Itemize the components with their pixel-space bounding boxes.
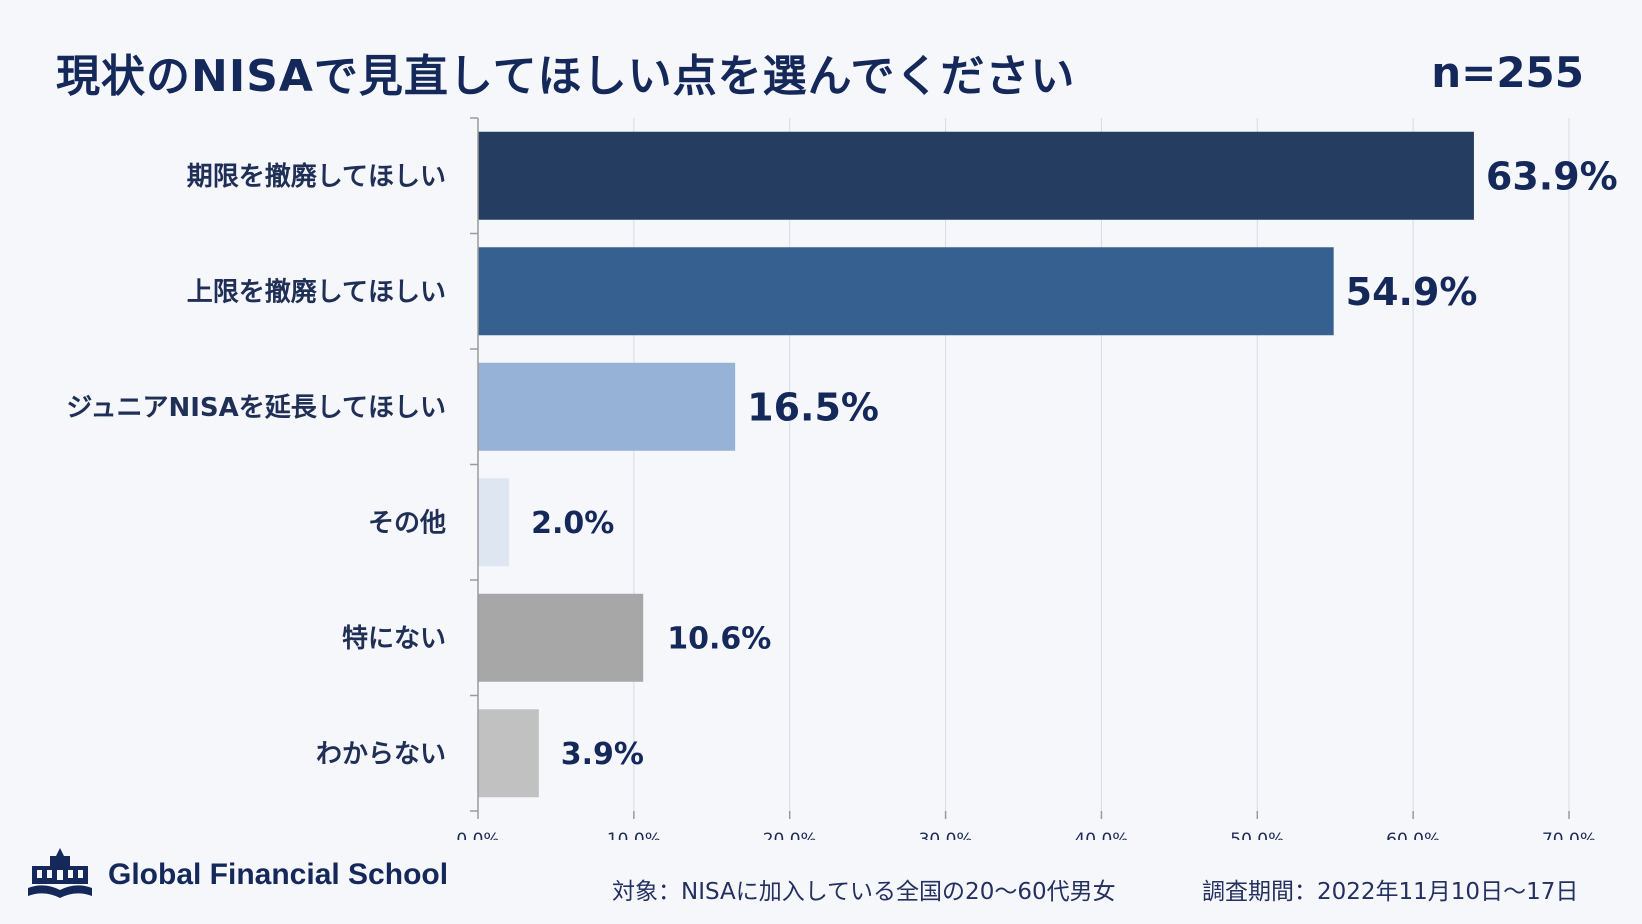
value-label: 10.6% [667,622,771,657]
school-building-icon [28,848,92,898]
survey-target: 対象：NISAに加入している全国の20～60代男女 [612,879,1116,905]
category-label: わからない [316,739,446,769]
category-label: その他 [368,508,446,538]
value-label: 63.9% [1486,154,1618,198]
sample-size: n=255 [1431,48,1584,97]
chart-title: 現状のNISAで見直してほしい点を選んでください [56,51,1076,102]
value-label: 2.0% [531,506,614,541]
bar [478,593,644,682]
category-label: ジュニアNISAを延長してほしい [66,393,446,423]
x-tick-label: 30.0% [919,830,973,840]
brand-logo: Global Financial School [24,846,504,906]
bar [478,131,1474,220]
brand-name: Global Financial School [108,858,449,891]
survey-period: 調査期間：2022年11月10日～17日 [1202,879,1579,905]
category-label: 特にない [342,623,446,654]
bar [478,709,539,798]
x-tick-label: 20.0% [763,830,817,840]
bar [478,247,1334,336]
bar [478,362,736,451]
x-tick-label: 40.0% [1074,830,1128,840]
value-label: 3.9% [561,737,644,772]
x-tick-label: 50.0% [1230,830,1284,840]
bar [478,478,510,567]
bar-chart: 期限を撤廃してほしい上限を撤廃してほしいジュニアNISAを延長してほしいその他特… [66,117,1618,840]
category-label: 期限を撤廃してほしい [187,161,446,192]
x-tick-label: 70.0% [1542,830,1596,840]
x-tick-label: 60.0% [1386,830,1440,840]
x-tick-label: 10.0% [607,830,661,840]
value-label: 16.5% [747,385,879,429]
x-tick-label: 0.0% [456,830,499,840]
category-label: 上限を撤廃してほしい [187,276,446,307]
value-label: 54.9% [1346,270,1478,314]
